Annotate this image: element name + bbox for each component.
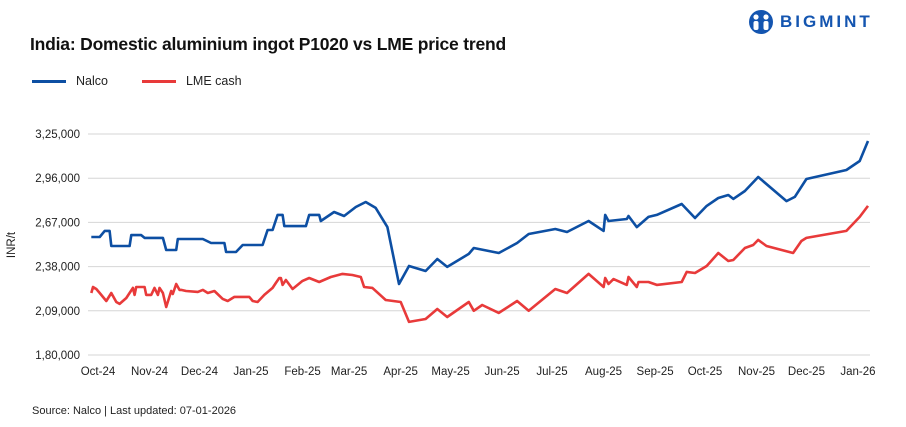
chart-title: India: Domestic aluminium ingot P1020 vs… (30, 34, 506, 54)
x-tick-label: Oct-25 (688, 366, 723, 378)
y-tick-label: 2,38,000 (35, 262, 80, 274)
legend-label-nalco: Nalco (76, 74, 108, 88)
x-tick-label: Sep-25 (637, 366, 674, 378)
y-tick-label: 3,25,000 (35, 129, 80, 141)
x-tick-label: Dec-24 (181, 366, 219, 378)
x-tick-label: Apr-25 (383, 366, 418, 378)
x-tick-label: Dec-25 (788, 366, 825, 378)
bigmint-logo-icon (749, 10, 773, 34)
legend-item-lme: LME cash (141, 74, 242, 88)
x-tick-label: Mar-25 (331, 366, 367, 378)
y-tick-label: 2,09,000 (35, 306, 80, 318)
bigmint-logo: BIGMINT (748, 9, 873, 35)
x-tick-label: Feb-25 (284, 366, 320, 378)
legend-swatch-nalco (32, 79, 66, 83)
series-line-lme-cash (90, 205, 870, 324)
y-tick-label: 2,67,000 (35, 217, 80, 229)
x-tick-label: Aug-25 (585, 366, 622, 378)
y-tick-label: 2,96,000 (35, 173, 80, 185)
x-tick-label: Oct-24 (81, 366, 116, 378)
bigmint-logo-text: BIGMINT (780, 12, 873, 31)
legend-swatch-lme (141, 79, 176, 83)
legend-item-nalco: Nalco (32, 74, 108, 88)
x-tick-label: Jul-25 (536, 366, 567, 378)
x-tick-label: Nov-25 (738, 366, 775, 378)
x-tick-label: Jan-25 (233, 366, 268, 378)
y-tick-label: 1,80,000 (35, 350, 80, 362)
series-line-nalco (91, 140, 870, 286)
x-tick-label: Jan-26 (840, 366, 875, 378)
source-note: Source: Nalco | Last updated: 07-01-2026 (32, 405, 237, 417)
legend: Nalco LME cash (32, 74, 242, 88)
x-tick-label: May-25 (431, 366, 469, 378)
y-axis-label: INR/t (6, 231, 18, 258)
x-tick-label: Jun-25 (485, 366, 520, 378)
x-tick-label: Nov-24 (131, 366, 169, 378)
legend-label-lme: LME cash (185, 74, 242, 88)
